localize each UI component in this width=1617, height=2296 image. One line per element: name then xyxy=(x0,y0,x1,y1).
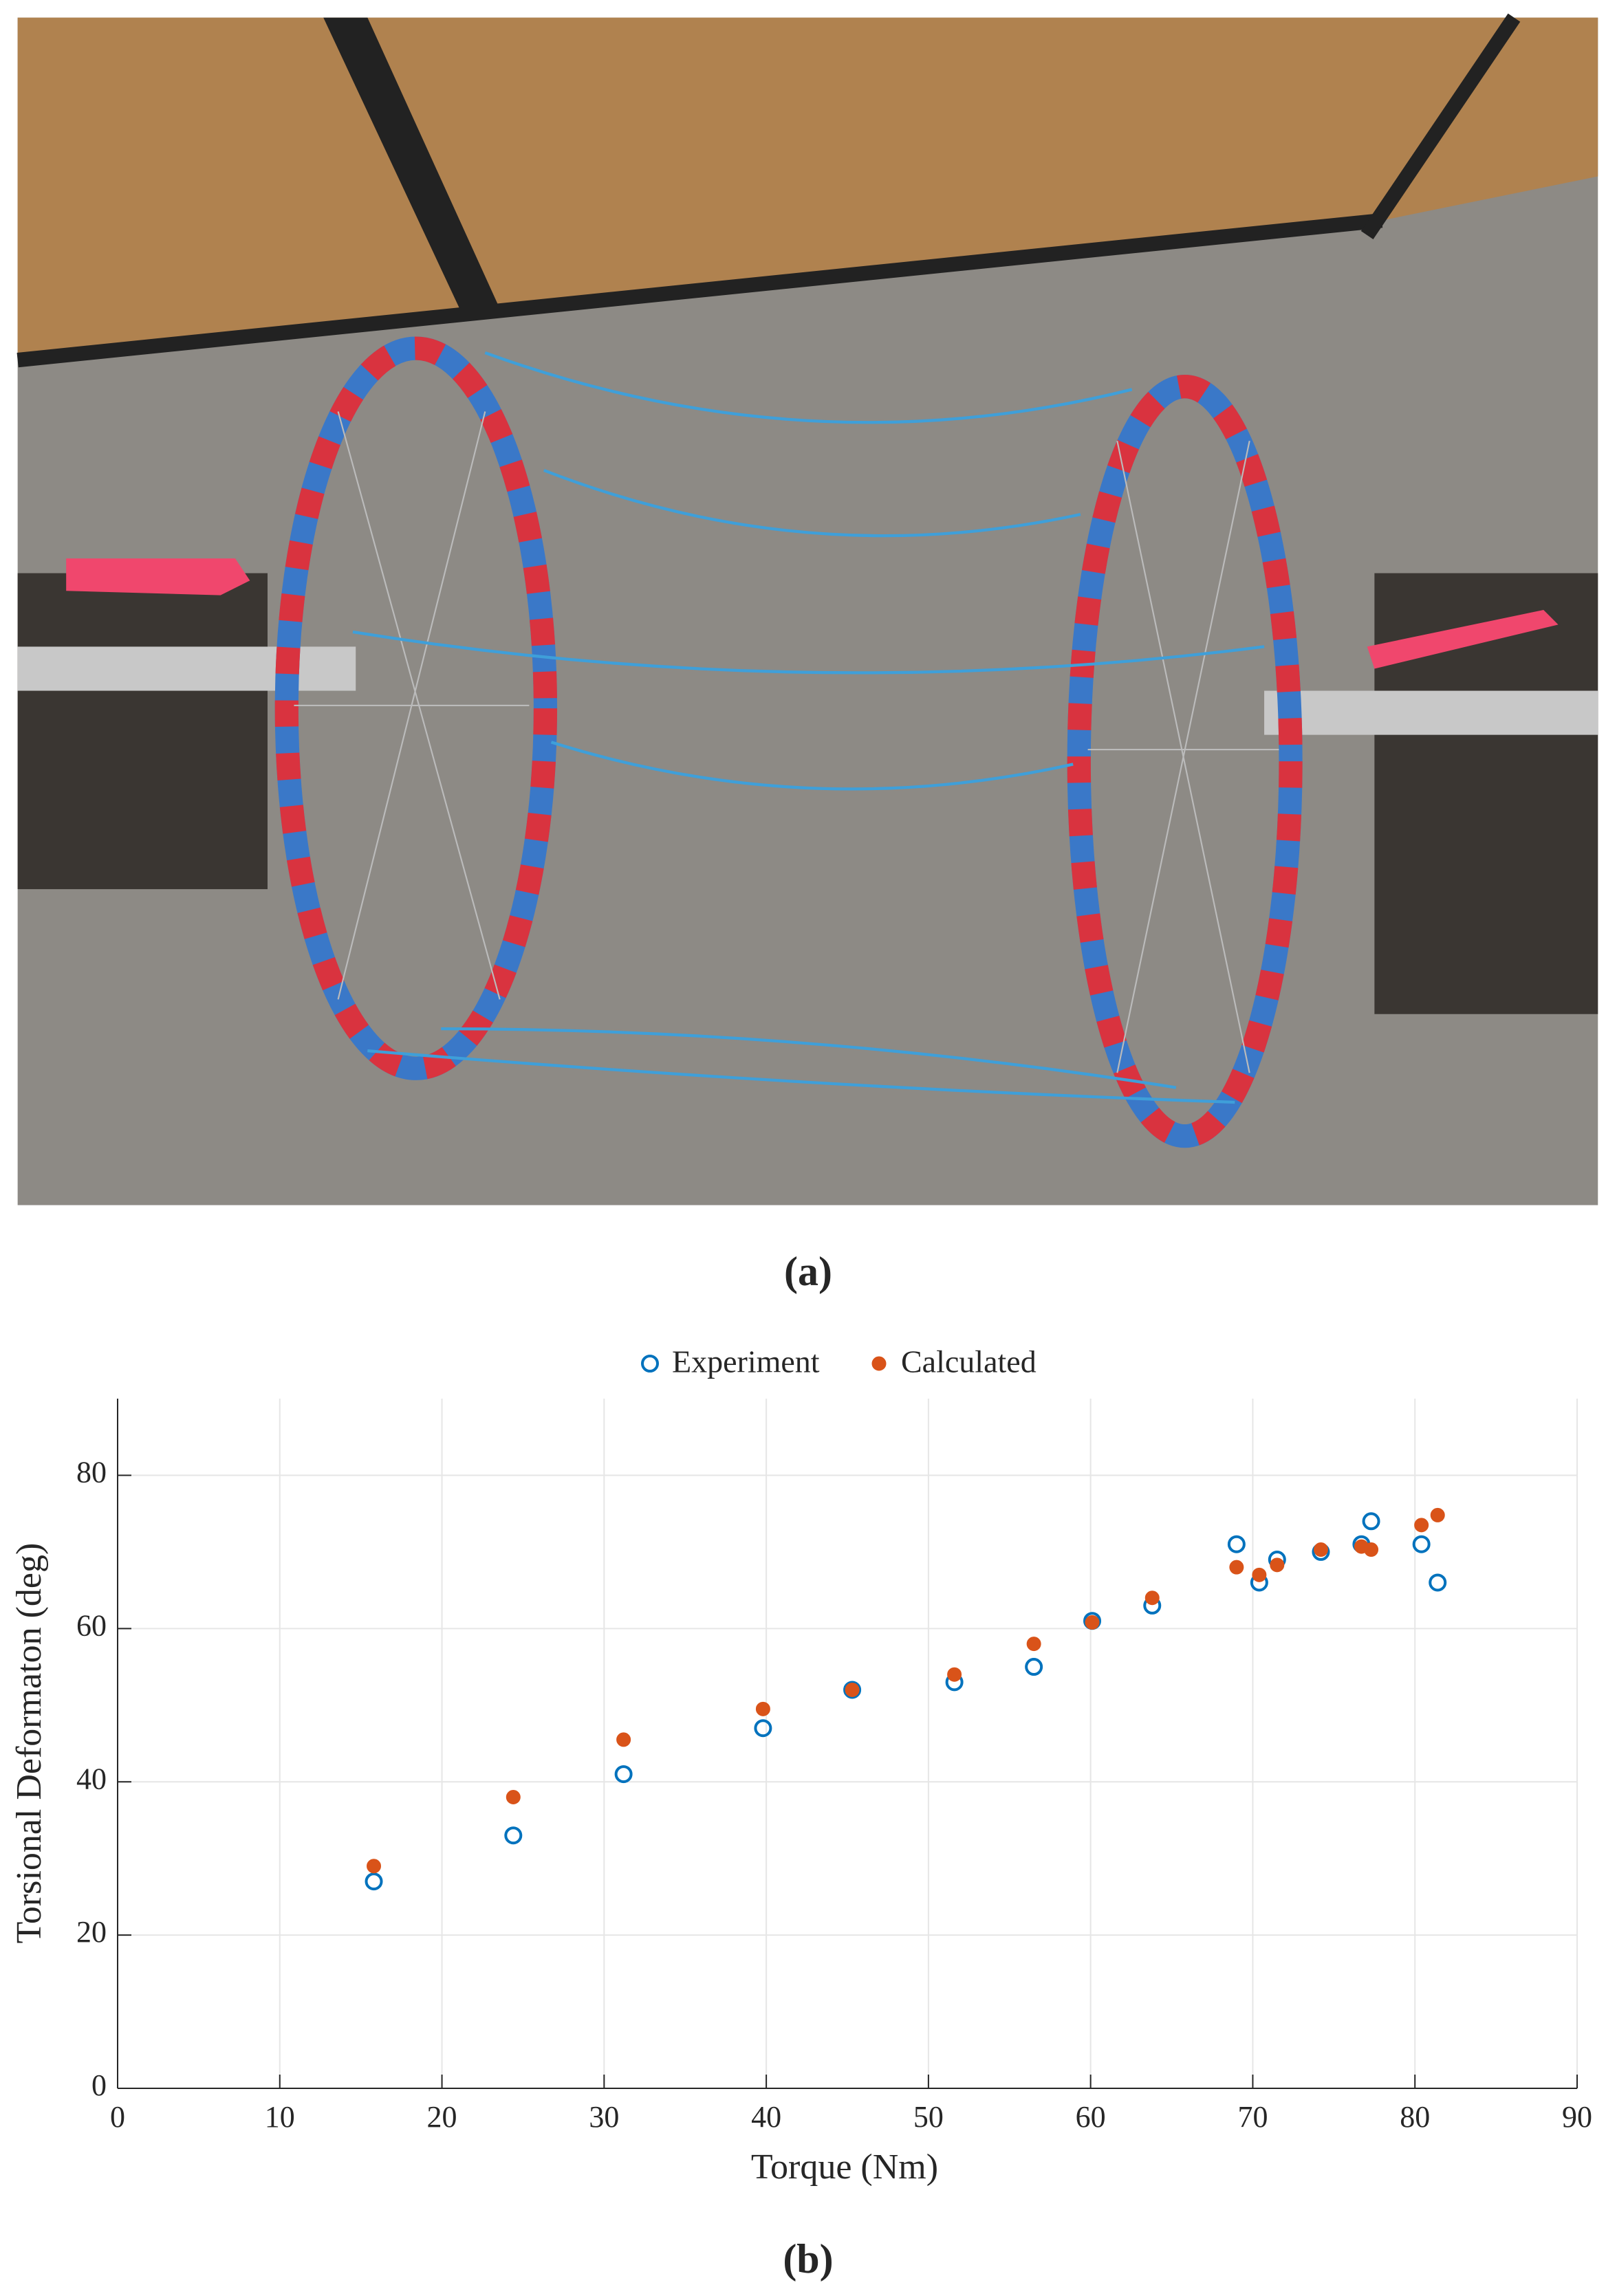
x-tick-label: 60 xyxy=(1076,2100,1106,2134)
point xyxy=(365,1872,383,1891)
photo-flag xyxy=(1367,609,1559,669)
point xyxy=(616,1732,631,1747)
photo-shaft xyxy=(17,646,356,691)
x-tick-label: 40 xyxy=(751,2100,781,2134)
point xyxy=(1364,1542,1379,1557)
point xyxy=(504,1826,523,1845)
photo-frame xyxy=(17,212,1383,368)
point xyxy=(506,1790,521,1805)
point xyxy=(845,1682,860,1697)
point xyxy=(1252,1567,1267,1582)
x-tick-label: 20 xyxy=(427,2100,457,2134)
legend-label: Experiment xyxy=(672,1344,820,1379)
point xyxy=(1414,1518,1429,1533)
x-tick-label: 10 xyxy=(265,2100,295,2134)
x-tick-label: 0 xyxy=(110,2100,125,2134)
photo-frame xyxy=(323,17,500,316)
point xyxy=(1085,1615,1100,1630)
y-tick-label: 80 xyxy=(76,1456,107,1489)
y-axis-label: Torsional Deformaton (deg) xyxy=(10,1543,49,1944)
point xyxy=(1025,1658,1043,1676)
photo-wheel xyxy=(274,336,1303,1148)
photo-wall xyxy=(17,17,1598,360)
photo-frame xyxy=(1360,13,1521,239)
point xyxy=(1429,1573,1447,1592)
y-tick-label: 20 xyxy=(76,1915,107,1949)
point xyxy=(755,1701,770,1716)
x-tick-label: 90 xyxy=(1562,2100,1592,2134)
point xyxy=(947,1667,962,1682)
point xyxy=(1362,1512,1380,1531)
point xyxy=(843,1681,862,1699)
point xyxy=(367,1859,382,1874)
photo-flag xyxy=(66,558,250,595)
x-tick-label: 80 xyxy=(1400,2100,1430,2134)
point xyxy=(1313,1542,1328,1557)
photo-motor xyxy=(17,573,268,890)
photo-strings xyxy=(352,351,1265,1104)
legend-marker xyxy=(641,1355,659,1373)
legend-marker xyxy=(871,1356,887,1371)
point xyxy=(1430,1507,1445,1522)
point xyxy=(754,1719,772,1738)
y-tick-label: 40 xyxy=(76,1762,107,1795)
point xyxy=(614,1765,633,1784)
x-axis-label: Torque (Nm) xyxy=(751,2147,938,2187)
point xyxy=(1144,1590,1160,1606)
photo-caption: (a) xyxy=(784,1249,832,1294)
x-tick-label: 30 xyxy=(589,2100,619,2134)
photo xyxy=(17,13,1598,1205)
y-tick-label: 60 xyxy=(76,1608,107,1642)
point xyxy=(1229,1560,1244,1575)
point xyxy=(1412,1535,1431,1553)
y-tick-label: 0 xyxy=(91,2068,107,2102)
photo-shaft xyxy=(1264,690,1598,735)
legend-label: Calculated xyxy=(901,1344,1037,1379)
point xyxy=(1026,1637,1041,1652)
photo-spokes xyxy=(294,411,1279,1073)
x-tick-label: 70 xyxy=(1237,2100,1268,2134)
x-tick-label: 50 xyxy=(913,2100,944,2134)
point xyxy=(1270,1557,1285,1573)
chart-caption: (b) xyxy=(783,2236,833,2282)
point xyxy=(1227,1535,1246,1553)
